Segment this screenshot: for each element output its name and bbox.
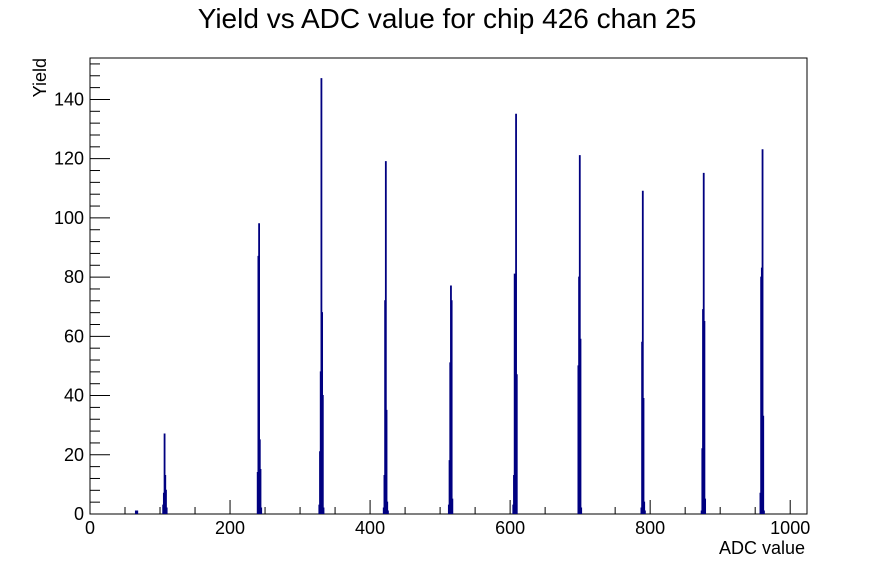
histogram-bin [515,374,518,514]
x-tick-label: 800 [635,518,665,538]
x-axis: 0 200 400 600 800 1000 [85,500,810,538]
histogram-bin [451,498,454,514]
histogram-bin [513,273,516,514]
histogram-bin [641,190,644,514]
histogram-bin [260,507,263,514]
y-axis-label: Yield [30,58,50,97]
histogram-bin [258,223,260,514]
histogram-bin [643,501,646,514]
histogram-bin [384,161,387,514]
x-tick-label: 600 [495,518,525,538]
histogram-bin [386,501,389,514]
histogram-bin [579,338,582,514]
histogram-bin [515,113,517,514]
y-tick-label: 60 [64,326,84,346]
histogram-bin [163,433,166,514]
y-tick-label: 20 [64,445,84,465]
histogram-bin [762,415,765,514]
histogram-bin [259,469,262,514]
histogram-bin [578,155,581,514]
y-tick-label: 140 [54,89,84,109]
y-tick-label: 80 [64,267,84,287]
histogram-bin [644,510,646,514]
histogram-bin [136,510,139,514]
x-tick-label: 400 [355,518,385,538]
histogram-bin [165,507,168,514]
histogram-bin [761,149,764,514]
plot-frame [89,57,808,515]
histogram-bin [385,409,388,514]
y-tick-label: 100 [54,208,84,228]
histogram-bin [387,510,389,514]
histogram-bin [450,300,453,514]
y-tick-label: 40 [64,386,84,406]
chart-title: Yield vs ADC value for chip 426 chan 25 [198,3,697,34]
histogram-bin [703,320,706,514]
histogram-bin [321,395,324,514]
histogram-bin [580,507,583,514]
x-tick-label: 0 [85,518,95,538]
histogram-bin [134,510,137,514]
x-tick-label: 1000 [770,518,810,538]
x-tick-label: 200 [215,518,245,538]
y-tick-label: 120 [54,149,84,169]
histogram-bin [642,397,645,514]
histogram-bin [165,489,167,514]
y-tick-label: 0 [74,504,84,524]
histogram-bin [763,510,765,514]
histogram-bin [320,78,323,514]
x-axis-label: ADC value [719,538,805,558]
y-axis: 0 20 40 60 80 100 120 140 [54,63,110,524]
histogram-bin [322,507,325,514]
histogram-bars [134,78,765,514]
histogram-bin [704,498,707,514]
